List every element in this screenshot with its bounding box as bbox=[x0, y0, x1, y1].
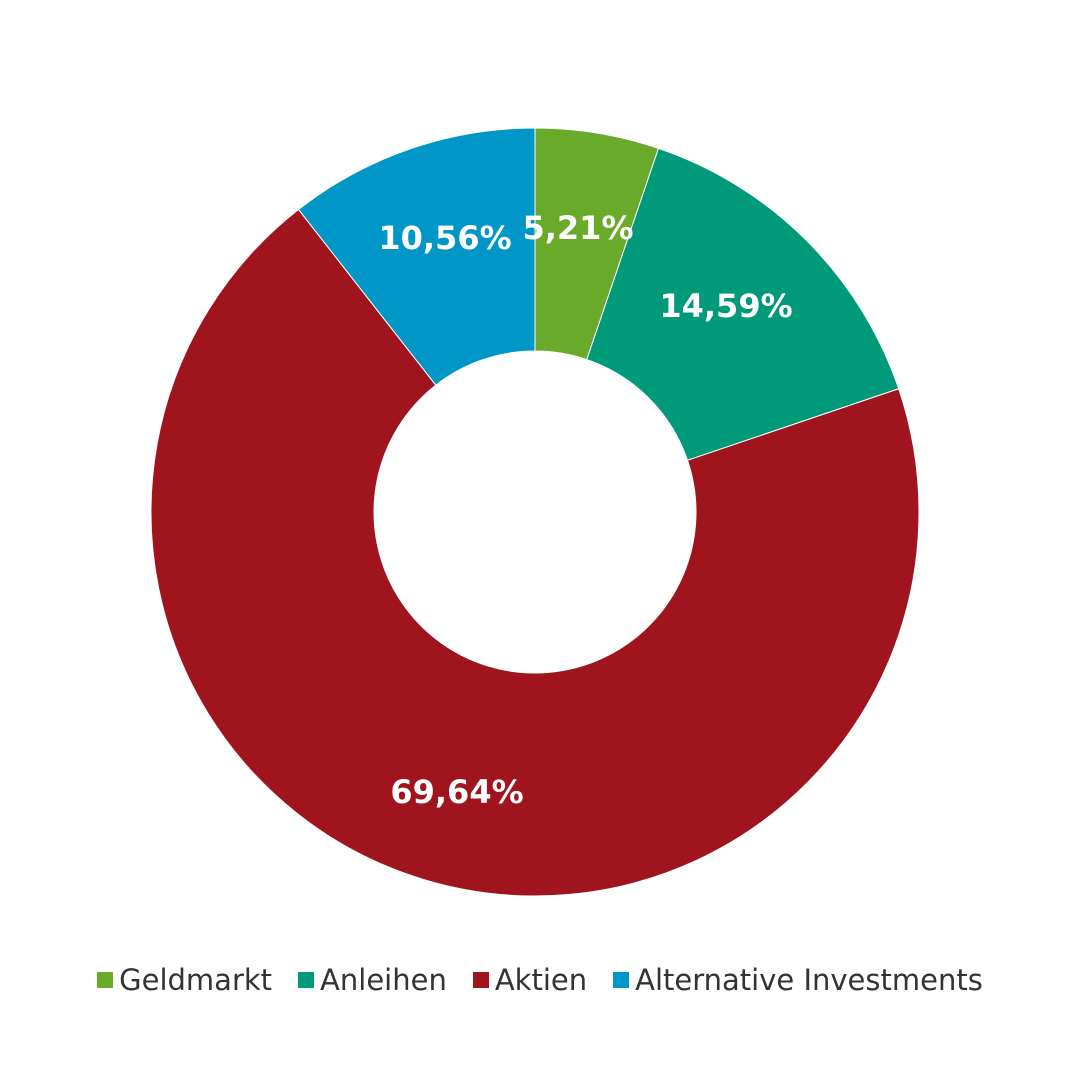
legend-label: Aktien bbox=[494, 963, 588, 997]
legend-swatch bbox=[298, 972, 315, 988]
legend-label: Alternative Investments bbox=[635, 963, 983, 997]
legend-swatch bbox=[613, 972, 630, 988]
legend-item-anleihen: Anleihen bbox=[298, 963, 447, 997]
slice-label-alternative-investments: 10,56% bbox=[378, 219, 511, 257]
legend-label: Geldmarkt bbox=[119, 963, 273, 997]
slice-anleihen bbox=[586, 147, 900, 461]
slice-aktien bbox=[150, 208, 920, 897]
legend-item-geldmarkt: Geldmarkt bbox=[97, 963, 272, 997]
legend-label: Anleihen bbox=[320, 963, 447, 997]
legend-swatch bbox=[472, 972, 489, 988]
slice-label-anleihen: 14,59% bbox=[659, 287, 792, 325]
legend-item-aktien: Aktien bbox=[472, 963, 588, 997]
slice-label-aktien: 69,64% bbox=[390, 773, 523, 811]
donut-slices bbox=[150, 127, 920, 897]
legend-item-alternative-investments: Alternative Investments bbox=[613, 963, 983, 997]
slice-labels: 5,21% 14,59% 69,64% 10,56% bbox=[378, 209, 792, 811]
chart-legend: Geldmarkt Anleihen Aktien Alternative Inves… bbox=[0, 957, 1080, 1003]
slice-alternative-investments bbox=[297, 127, 536, 386]
slice-label-geldmarkt: 5,21% bbox=[522, 209, 633, 247]
legend-swatch bbox=[97, 972, 114, 988]
